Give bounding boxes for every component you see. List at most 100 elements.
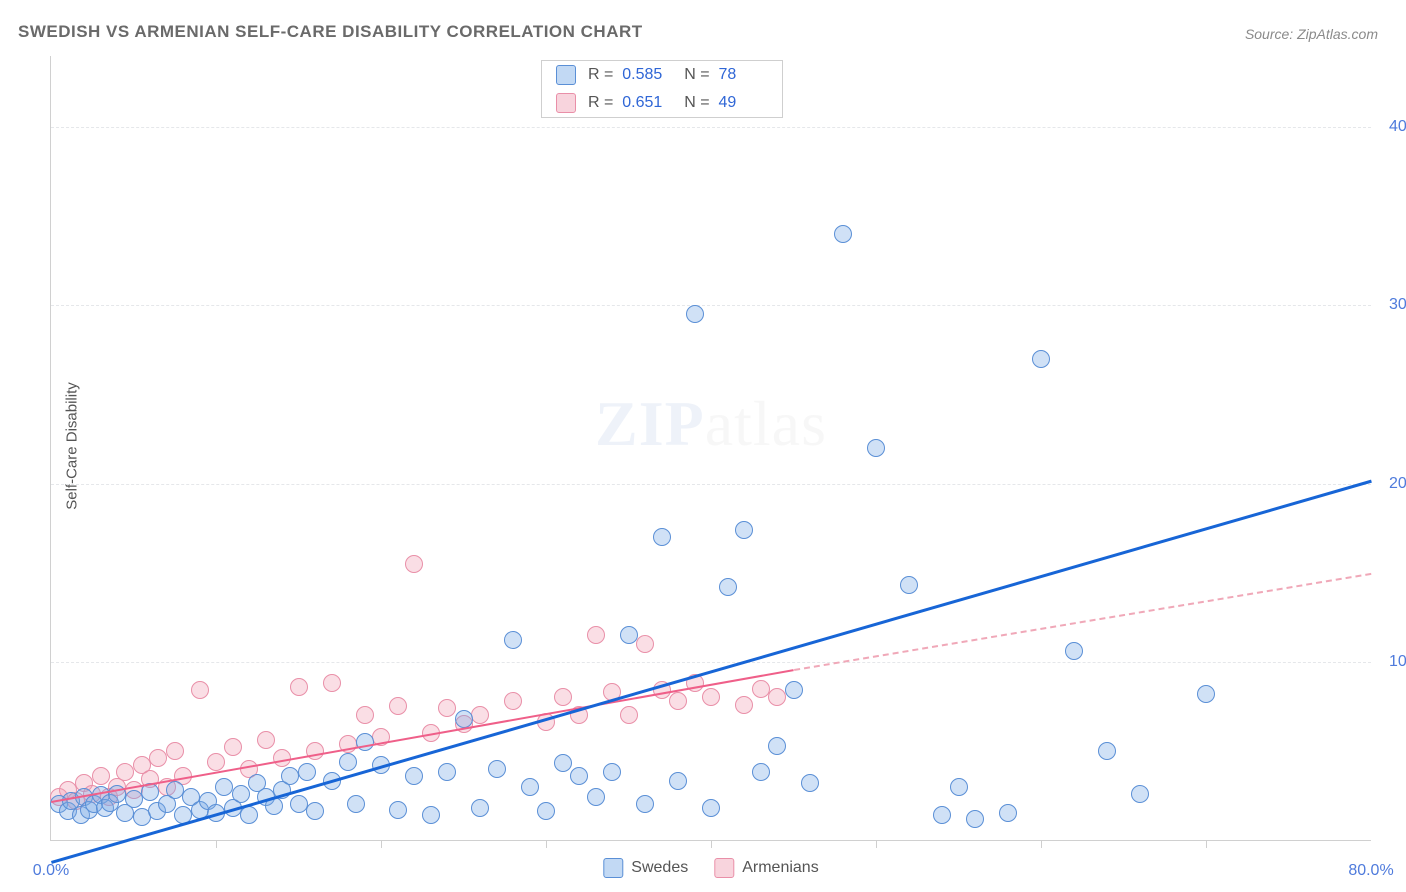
scatter-point xyxy=(735,521,753,539)
scatter-point xyxy=(92,767,110,785)
scatter-point xyxy=(488,760,506,778)
scatter-point xyxy=(554,688,572,706)
y-tick-label: 20.0% xyxy=(1389,475,1406,493)
scatter-point xyxy=(281,767,299,785)
scatter-point xyxy=(455,710,473,728)
scatter-point xyxy=(166,742,184,760)
scatter-point xyxy=(587,788,605,806)
scatter-point xyxy=(603,763,621,781)
source-label: Source: ZipAtlas.com xyxy=(1245,26,1378,42)
scatter-point xyxy=(438,763,456,781)
scatter-point xyxy=(1098,742,1116,760)
swatch-icon xyxy=(714,858,734,878)
scatter-point xyxy=(636,635,654,653)
x-tick-label: 0.0% xyxy=(33,862,69,880)
scatter-point xyxy=(933,806,951,824)
scatter-point xyxy=(620,626,638,644)
scatter-point xyxy=(768,737,786,755)
x-tick xyxy=(546,840,547,848)
scatter-point xyxy=(207,753,225,771)
scatter-point xyxy=(339,753,357,771)
scatter-point xyxy=(389,801,407,819)
gridline xyxy=(51,305,1371,306)
legend-label: Swedes xyxy=(631,859,688,877)
scatter-point xyxy=(537,802,555,820)
legend-item-armenians: Armenians xyxy=(714,858,818,878)
x-tick xyxy=(216,840,217,848)
scatter-point xyxy=(149,749,167,767)
scatter-point xyxy=(768,688,786,706)
swatch-icon xyxy=(603,858,623,878)
scatter-point xyxy=(587,626,605,644)
scatter-point xyxy=(166,781,184,799)
swatch-icon xyxy=(556,65,576,85)
gridline xyxy=(51,484,1371,485)
scatter-point xyxy=(389,697,407,715)
scatter-point xyxy=(290,678,308,696)
scatter-point xyxy=(834,225,852,243)
scatter-point xyxy=(669,692,687,710)
y-tick-label: 40.0% xyxy=(1389,118,1406,136)
x-tick xyxy=(1206,840,1207,848)
scatter-point xyxy=(752,763,770,781)
x-tick xyxy=(711,840,712,848)
scatter-point xyxy=(1131,785,1149,803)
scatter-point xyxy=(471,799,489,817)
scatter-point xyxy=(735,696,753,714)
scatter-point xyxy=(290,795,308,813)
scatter-point xyxy=(785,681,803,699)
scatter-point xyxy=(215,778,233,796)
scatter-point xyxy=(719,578,737,596)
scatter-point xyxy=(752,680,770,698)
scatter-point xyxy=(966,810,984,828)
scatter-point xyxy=(636,795,654,813)
scatter-point xyxy=(686,305,704,323)
scatter-point xyxy=(191,681,209,699)
scatter-point xyxy=(298,763,316,781)
scatter-point xyxy=(405,555,423,573)
scatter-point xyxy=(702,688,720,706)
legend-row-armenians: R = 0.651 N = 49 xyxy=(542,89,782,117)
scatter-point xyxy=(116,763,134,781)
scatter-point xyxy=(356,706,374,724)
x-tick-label: 80.0% xyxy=(1348,862,1393,880)
scatter-point xyxy=(347,795,365,813)
scatter-point xyxy=(504,692,522,710)
scatter-point xyxy=(570,767,588,785)
scatter-point xyxy=(1065,642,1083,660)
scatter-point xyxy=(306,802,324,820)
gridline xyxy=(51,662,1371,663)
scatter-point xyxy=(1032,350,1050,368)
gridline xyxy=(51,127,1371,128)
y-tick-label: 30.0% xyxy=(1389,296,1406,314)
scatter-point xyxy=(224,738,242,756)
scatter-point xyxy=(950,778,968,796)
scatter-point xyxy=(422,806,440,824)
scatter-point xyxy=(438,699,456,717)
swatch-icon xyxy=(556,93,576,113)
x-tick xyxy=(381,840,382,848)
scatter-point xyxy=(554,754,572,772)
scatter-point xyxy=(1197,685,1215,703)
scatter-point xyxy=(702,799,720,817)
scatter-point xyxy=(232,785,250,803)
watermark: ZIPatlas xyxy=(595,387,827,461)
series-legend: Swedes Armenians xyxy=(603,858,818,878)
x-tick xyxy=(1041,840,1042,848)
scatter-point xyxy=(999,804,1017,822)
x-tick xyxy=(876,840,877,848)
correlation-legend: R = 0.585 N = 78 R = 0.651 N = 49 xyxy=(541,60,783,118)
scatter-point xyxy=(620,706,638,724)
scatter-point xyxy=(504,631,522,649)
scatter-point xyxy=(653,528,671,546)
legend-label: Armenians xyxy=(742,859,818,877)
scatter-point xyxy=(323,674,341,692)
scatter-point xyxy=(867,439,885,457)
scatter-point xyxy=(125,790,143,808)
chart-title: SWEDISH VS ARMENIAN SELF-CARE DISABILITY… xyxy=(18,22,643,42)
scatter-point xyxy=(257,731,275,749)
legend-item-swedes: Swedes xyxy=(603,858,688,878)
scatter-point xyxy=(471,706,489,724)
legend-row-swedes: R = 0.585 N = 78 xyxy=(542,61,782,89)
scatter-point xyxy=(900,576,918,594)
